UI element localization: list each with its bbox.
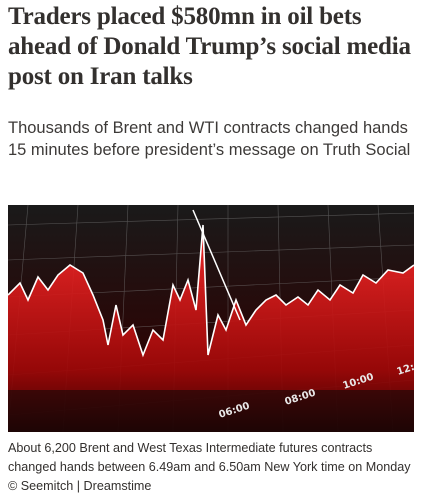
article-image: 06:00 08:00 10:00 12: [8,205,414,432]
headline[interactable]: Traders placed $580mn in oil bets ahead … [8,3,411,90]
image-label: 12: [396,362,414,378]
standfirst: Thousands of Brent and WTI contracts cha… [8,119,411,159]
image-caption: About 6,200 Brent and West Texas Interme… [8,441,411,493]
